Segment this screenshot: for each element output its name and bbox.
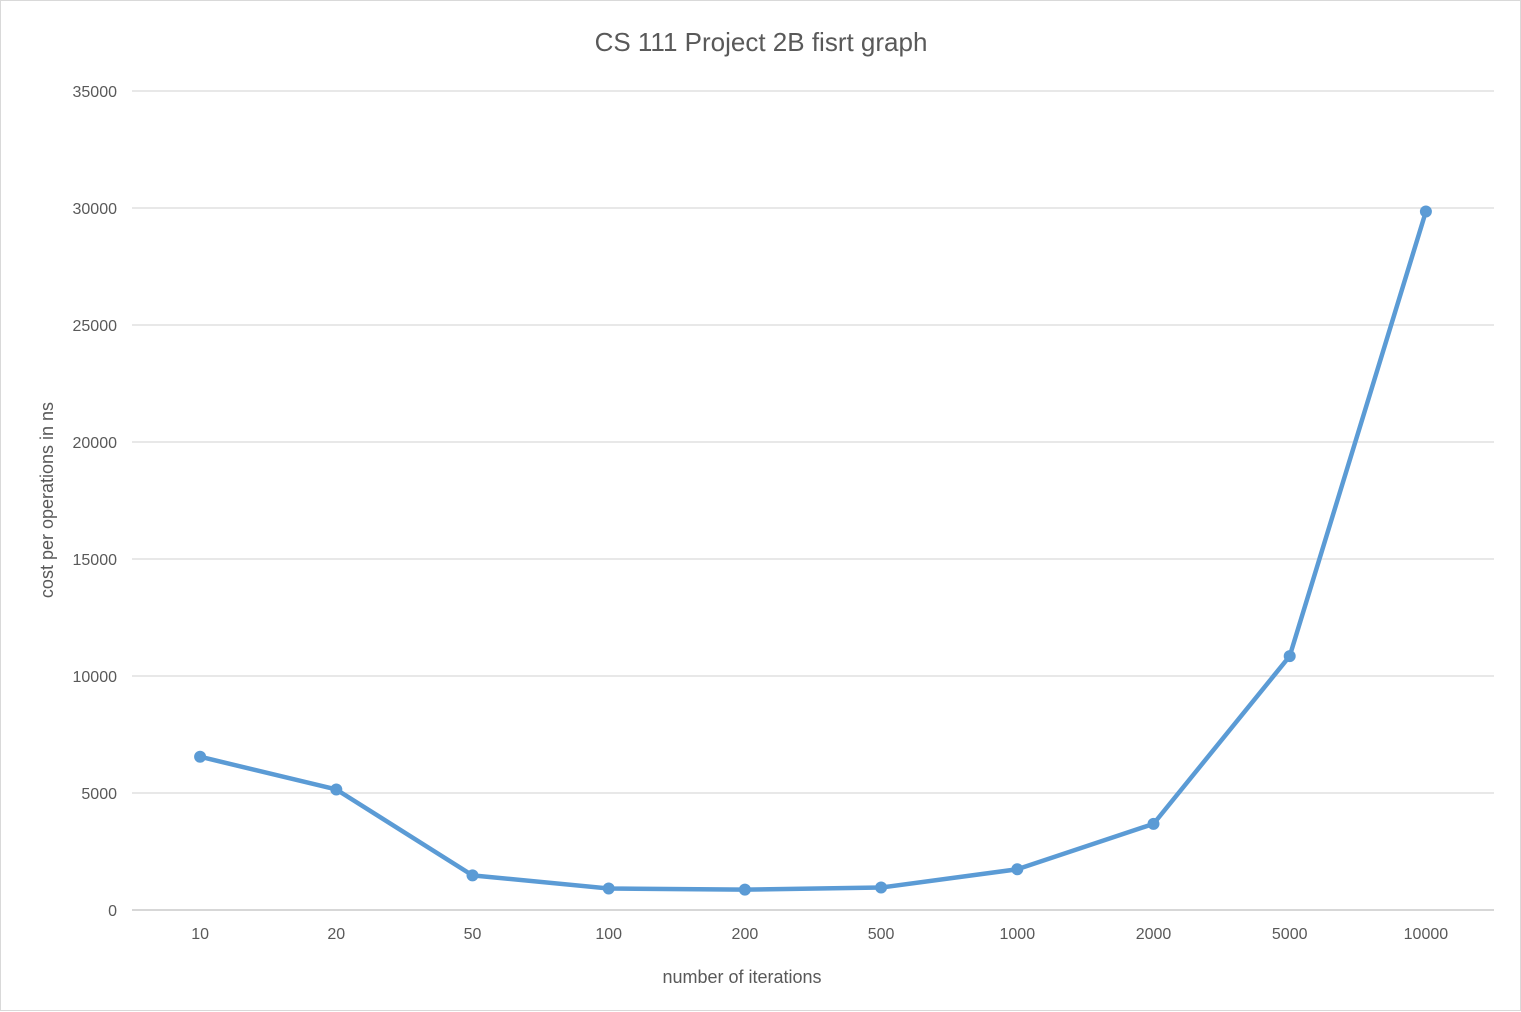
data-point [602, 882, 615, 895]
data-point [875, 881, 888, 894]
data-point [738, 883, 751, 896]
data-point [1147, 817, 1160, 830]
gridlines [132, 90, 1494, 794]
x-tick-label: 5000 [1272, 926, 1308, 943]
y-tick-label: 30000 [73, 201, 118, 218]
x-tick-label: 20 [327, 926, 345, 943]
y-tick-label: 5000 [81, 786, 117, 803]
axes: 0 5000 10000 15000 20000 25000 30000 35000 10 20 5… [73, 84, 1494, 943]
data-point [466, 869, 479, 882]
x-axis-title: number of iterations [662, 967, 821, 987]
y-tick-label: 20000 [73, 435, 118, 452]
y-axis-title: cost per operations in ns [37, 402, 57, 598]
data-point [1283, 650, 1296, 663]
x-tick-label: 1000 [1000, 926, 1036, 943]
x-tick-label: 10000 [1404, 926, 1449, 943]
y-tick-label: 25000 [73, 318, 118, 335]
x-tick-label: 2000 [1136, 926, 1172, 943]
series-line [197, 209, 1429, 892]
data-point [1419, 205, 1432, 218]
data-point [330, 783, 343, 796]
x-tick-label: 50 [464, 926, 482, 943]
data-point [1011, 863, 1024, 876]
x-tick-label: 500 [868, 926, 895, 943]
y-tick-label: 35000 [73, 84, 118, 101]
chart-title: CS 111 Project 2B fisrt graph [595, 27, 928, 57]
data-point [194, 750, 207, 763]
y-tick-label: 10000 [73, 669, 118, 686]
y-tick-label: 0 [108, 903, 117, 920]
x-tick-label: 200 [732, 926, 759, 943]
x-tick-label: 10 [191, 926, 209, 943]
y-tick-label: 15000 [73, 552, 118, 569]
x-tick-label: 100 [595, 926, 622, 943]
series-layer [194, 205, 1432, 896]
